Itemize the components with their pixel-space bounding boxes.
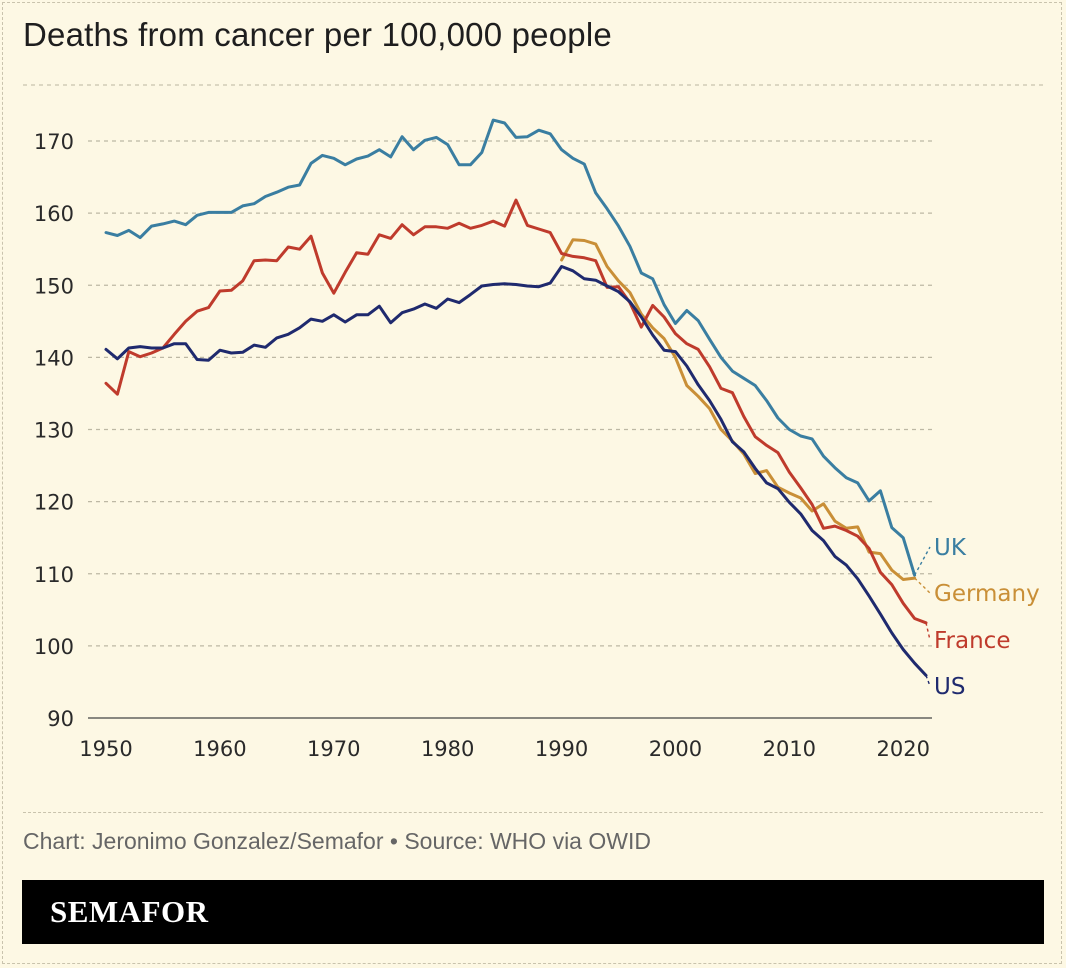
y-tick-label: 90 bbox=[47, 707, 74, 731]
x-axis-ticks: 1950 1960 1970 1980 1990 2000 2010 2020 bbox=[79, 737, 930, 761]
gridlines bbox=[23, 84, 1043, 719]
brand-bar: SEMAFOR bbox=[22, 880, 1044, 944]
y-tick-label: 170 bbox=[34, 130, 74, 154]
series-lines bbox=[104, 118, 928, 677]
separator-line bbox=[23, 812, 1043, 813]
series-label-germany: Germany bbox=[934, 581, 1040, 607]
x-tick-label: 1950 bbox=[79, 737, 132, 761]
y-tick-label: 150 bbox=[34, 274, 74, 298]
label-leader-france bbox=[925, 622, 931, 641]
series-line-france bbox=[104, 198, 928, 625]
series-line-uk bbox=[104, 118, 917, 577]
y-tick-label: 160 bbox=[34, 202, 74, 226]
brand-logo: SEMAFOR bbox=[50, 894, 209, 929]
x-tick-label: 2020 bbox=[876, 737, 929, 761]
y-tick-label: 140 bbox=[34, 346, 74, 370]
series-label-us: US bbox=[934, 674, 965, 700]
y-tick-label: 100 bbox=[34, 635, 74, 659]
label-leader-uk bbox=[913, 546, 931, 576]
y-tick-label: 120 bbox=[34, 491, 74, 515]
x-tick-label: 2000 bbox=[649, 737, 702, 761]
y-tick-label: 110 bbox=[34, 563, 74, 587]
y-tick-label: 130 bbox=[34, 419, 74, 443]
label-leader-germany bbox=[914, 577, 931, 594]
x-tick-label: 1980 bbox=[421, 737, 474, 761]
chart-title: Deaths from cancer per 100,000 people bbox=[23, 16, 612, 53]
x-tick-label: 1990 bbox=[535, 737, 588, 761]
x-tick-label: 1960 bbox=[193, 737, 246, 761]
x-tick-label: 2010 bbox=[763, 737, 816, 761]
series-line-us bbox=[104, 265, 928, 677]
label-leader-us bbox=[925, 675, 931, 687]
series-labels: UK Germany France US bbox=[913, 535, 1040, 700]
source-note: Chart: Jeronimo Gonzalez/Semafor • Sourc… bbox=[23, 828, 651, 854]
series-label-uk: UK bbox=[934, 535, 967, 561]
series-label-france: France bbox=[934, 628, 1010, 654]
x-tick-label: 1970 bbox=[307, 737, 360, 761]
y-axis-ticks: 90 100 110 120 130 140 150 160 170 bbox=[34, 130, 74, 731]
